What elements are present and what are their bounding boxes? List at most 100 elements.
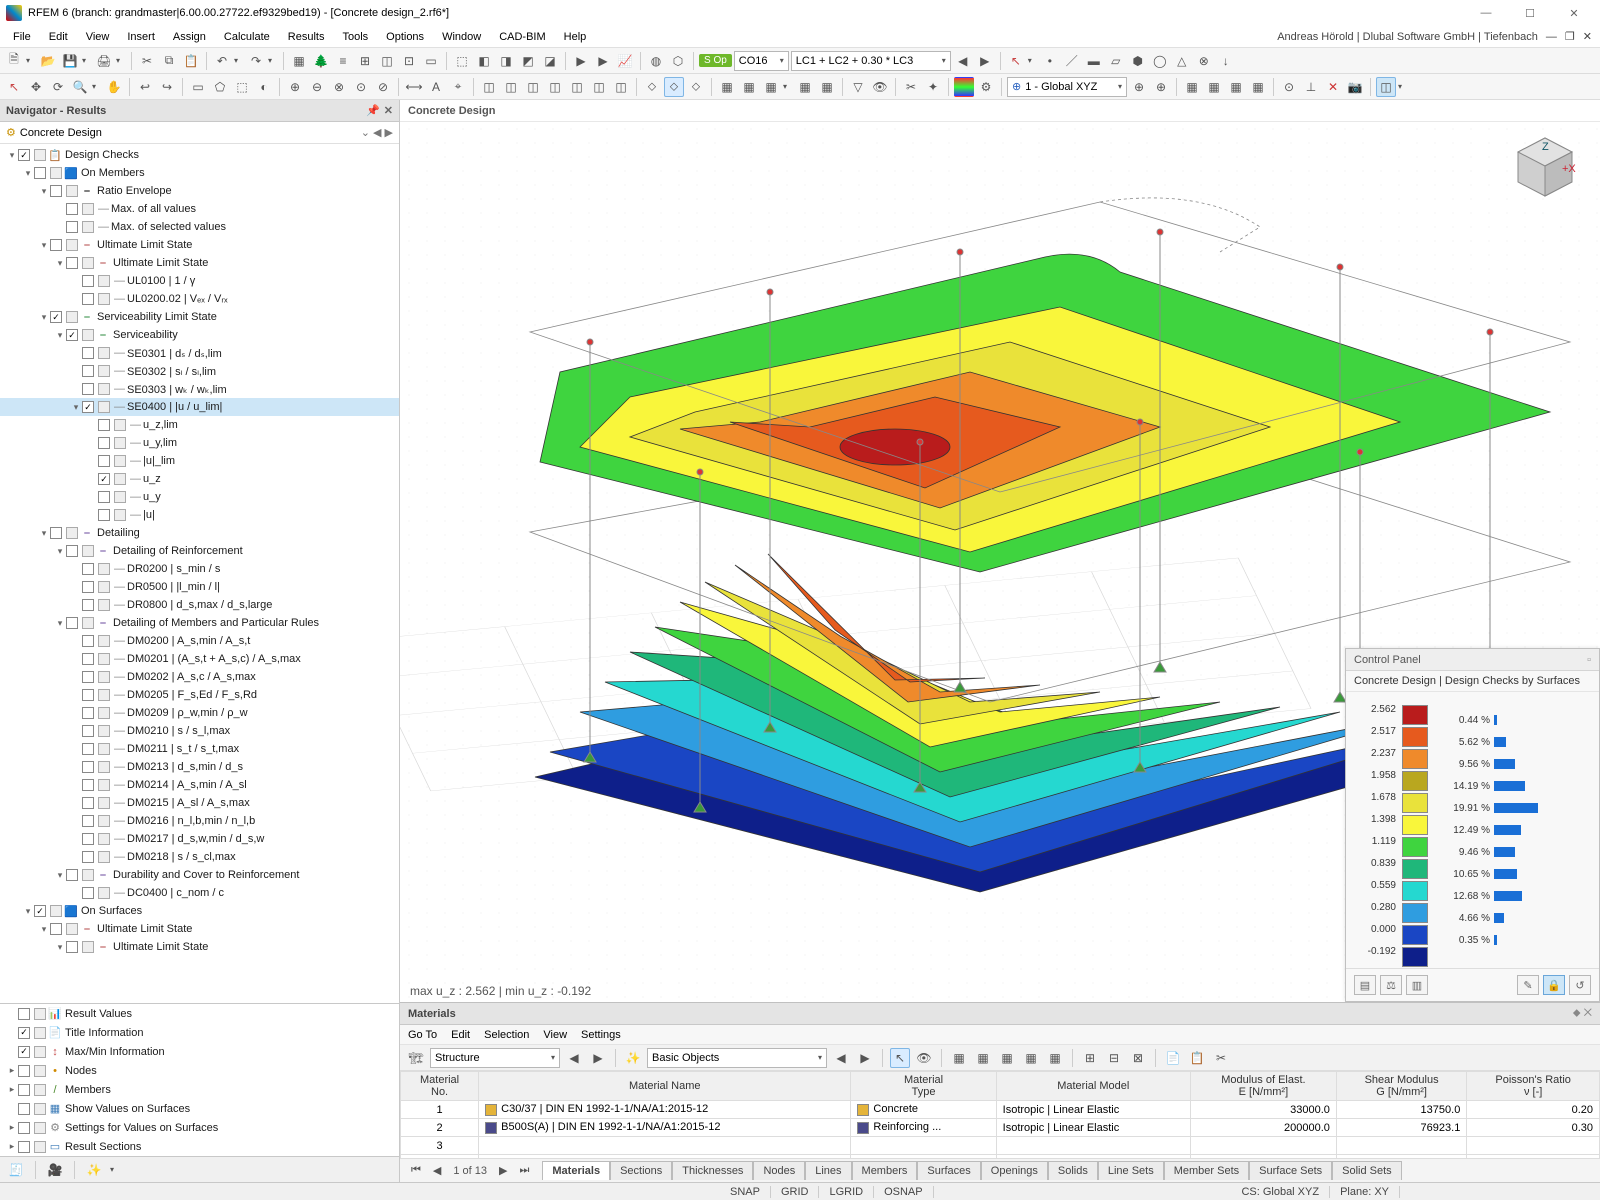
tree-item[interactable]: —DM0214 | A_s,min / A_sl <box>0 776 399 794</box>
tree-item[interactable]: ▾⎯Ultimate Limit State <box>0 254 399 272</box>
tool-d-icon[interactable]: ⊙ <box>351 77 371 97</box>
dn4-icon[interactable]: ◫ <box>545 77 565 97</box>
tree-item[interactable]: —Max. of selected values <box>0 218 399 236</box>
ortho-icon[interactable]: ⊥ <box>1301 77 1321 97</box>
load-icon[interactable]: ↓ <box>1216 51 1236 71</box>
tree-item[interactable]: ▾🟦On Surfaces <box>0 902 399 920</box>
close-button[interactable]: ✕ <box>1554 7 1594 20</box>
tbl-e-icon[interactable]: ▦ <box>1045 1048 1065 1068</box>
mat-menu-go to[interactable]: Go To <box>408 1029 437 1041</box>
grid-icon[interactable]: ▦ <box>289 51 309 71</box>
tree-item[interactable]: —DM0217 | d_s,w,min / d_s,w <box>0 830 399 848</box>
mat-menu-settings[interactable]: Settings <box>581 1029 621 1041</box>
panel-tab-1[interactable]: ▤ <box>1354 975 1376 995</box>
tree-item[interactable]: ▸•Nodes <box>0 1061 399 1080</box>
panel-tab-2[interactable]: ⚖ <box>1380 975 1402 995</box>
move-icon[interactable]: ✥ <box>26 77 46 97</box>
menu-tools[interactable]: Tools <box>333 29 377 45</box>
open-icon[interactable]: 📂 <box>38 51 58 71</box>
tab-solids[interactable]: Solids <box>1048 1161 1098 1180</box>
mdi-close[interactable]: ✕ <box>1583 30 1592 43</box>
tbl-eye-icon[interactable]: 👁 <box>914 1048 934 1068</box>
disp1-icon[interactable]: ▦ <box>717 77 737 97</box>
tbl-wand-icon[interactable]: ✨ <box>623 1048 643 1068</box>
menu-view[interactable]: View <box>77 29 119 45</box>
status-osnap[interactable]: OSNAP <box>874 1186 934 1198</box>
opening-icon[interactable]: ◯ <box>1150 51 1170 71</box>
tbl-prev2-icon[interactable]: ◀ <box>831 1048 851 1068</box>
tree-item[interactable]: —|u|_lim <box>0 452 399 470</box>
status-snap[interactable]: SNAP <box>720 1186 771 1198</box>
tool-b-icon[interactable]: ⊖ <box>307 77 327 97</box>
dialog-icon[interactable]: ▭ <box>421 51 441 71</box>
tree-item[interactable]: —u_y <box>0 488 399 506</box>
pager-first[interactable]: ⏮ <box>406 1163 426 1178</box>
menu-file[interactable]: File <box>4 29 40 45</box>
tree-item[interactable]: ▾⎯Ratio Envelope <box>0 182 399 200</box>
undo-icon[interactable]: ↶ <box>212 51 232 71</box>
member-icon[interactable]: ▬ <box>1084 51 1104 71</box>
panel-close-icon[interactable]: ▫ <box>1587 654 1591 666</box>
menu-insert[interactable]: Insert <box>118 29 164 45</box>
dn6-icon[interactable]: ◫ <box>589 77 609 97</box>
tree-item[interactable]: —DM0200 | A_s,min / A_s,t <box>0 632 399 650</box>
tree-item[interactable]: ▾⎯Serviceability <box>0 326 399 344</box>
tree-item[interactable]: ▾📋Design Checks <box>0 146 399 164</box>
tbl-j-icon[interactable]: 📋 <box>1187 1048 1207 1068</box>
tree-icon[interactable]: 🌲 <box>311 51 331 71</box>
navigator-tree[interactable]: ▾📋Design Checks▾🟦On Members▾⎯Ratio Envel… <box>0 144 399 1003</box>
tbl-a-icon[interactable]: ▦ <box>949 1048 969 1068</box>
tree-item[interactable]: —DM0218 | s / s_cl,max <box>0 848 399 866</box>
navigator-subheader[interactable]: ⚙ Concrete Design ⌄ ◀ ▶ <box>0 122 399 144</box>
tab-materials[interactable]: Materials <box>542 1161 610 1180</box>
tree-item[interactable]: ▾⎯Ultimate Limit State <box>0 938 399 956</box>
menu-assign[interactable]: Assign <box>164 29 215 45</box>
tbl-combo-2[interactable]: Basic Objects▾ <box>647 1048 827 1068</box>
tree-item[interactable]: —DM0210 | s / s_l,max <box>0 722 399 740</box>
tree-item[interactable]: —DM0202 | A_s,c / A_s,max <box>0 668 399 686</box>
tree-item[interactable]: —u_z <box>0 470 399 488</box>
panel-btn-reset[interactable]: ↺ <box>1569 975 1591 995</box>
grp3-icon[interactable]: ▦ <box>1226 77 1246 97</box>
rotate-icon[interactable]: ⟳ <box>48 77 68 97</box>
tab-nodes[interactable]: Nodes <box>753 1161 805 1180</box>
tree-item[interactable]: ▾⎯Serviceability Limit State <box>0 308 399 326</box>
menu-cad-bim[interactable]: CAD-BIM <box>490 29 554 45</box>
explode-icon[interactable]: ✦ <box>923 77 943 97</box>
paste-icon[interactable]: 📋 <box>181 51 201 71</box>
status-grid[interactable]: GRID <box>771 1186 820 1198</box>
tool-c-icon[interactable]: ⊗ <box>329 77 349 97</box>
menu-edit[interactable]: Edit <box>40 29 77 45</box>
support-icon[interactable]: △ <box>1172 51 1192 71</box>
navigator-bottom-tree[interactable]: 📊Result Values📄Title Information↕Max/Min… <box>0 1003 399 1156</box>
panel-icon[interactable]: ◫ <box>377 51 397 71</box>
tree-item[interactable]: ▸▭Result Sections <box>0 1137 399 1156</box>
save-icon[interactable]: 💾 <box>60 51 80 71</box>
prev-lc-icon[interactable]: ◀ <box>953 51 973 71</box>
menu-results[interactable]: Results <box>279 29 334 45</box>
panel-btn-lock[interactable]: 🔒 <box>1543 975 1565 995</box>
tree-item[interactable]: ↕Max/Min Information <box>0 1042 399 1061</box>
line-icon[interactable]: ／ <box>1062 51 1082 71</box>
camera-icon[interactable]: 📷 <box>1345 77 1365 97</box>
tool-e-icon[interactable]: ⊘ <box>373 77 393 97</box>
mdi-restore[interactable]: ❐ <box>1565 30 1575 43</box>
load-case-combo[interactable]: CO16▾ <box>734 51 789 71</box>
gear-icon[interactable]: ⚙ <box>976 77 996 97</box>
menu-help[interactable]: Help <box>555 29 596 45</box>
minimize-button[interactable]: — <box>1466 7 1506 19</box>
cs1-icon[interactable]: ⊕ <box>1129 77 1149 97</box>
tbl-g-icon[interactable]: ⊟ <box>1104 1048 1124 1068</box>
tab-sections[interactable]: Sections <box>610 1161 672 1180</box>
new-icon[interactable]: 🗎 <box>4 51 24 71</box>
close-panel-icon[interactable]: ✕ <box>384 104 393 117</box>
tbl-cursor-icon[interactable]: ↖ <box>890 1048 910 1068</box>
tree-item[interactable]: —SE0303 | wₖ / wₖ,lim <box>0 380 399 398</box>
filter-icon[interactable]: ▽ <box>848 77 868 97</box>
pan-icon[interactable]: ✋ <box>104 77 124 97</box>
tree-item[interactable]: —u_y,lim <box>0 434 399 452</box>
results-icon[interactable]: 📈 <box>615 51 635 71</box>
pager-last[interactable]: ⏭ <box>514 1163 534 1178</box>
tree-item[interactable]: 📊Result Values <box>0 1004 399 1023</box>
mat-menu-view[interactable]: View <box>543 1029 567 1041</box>
